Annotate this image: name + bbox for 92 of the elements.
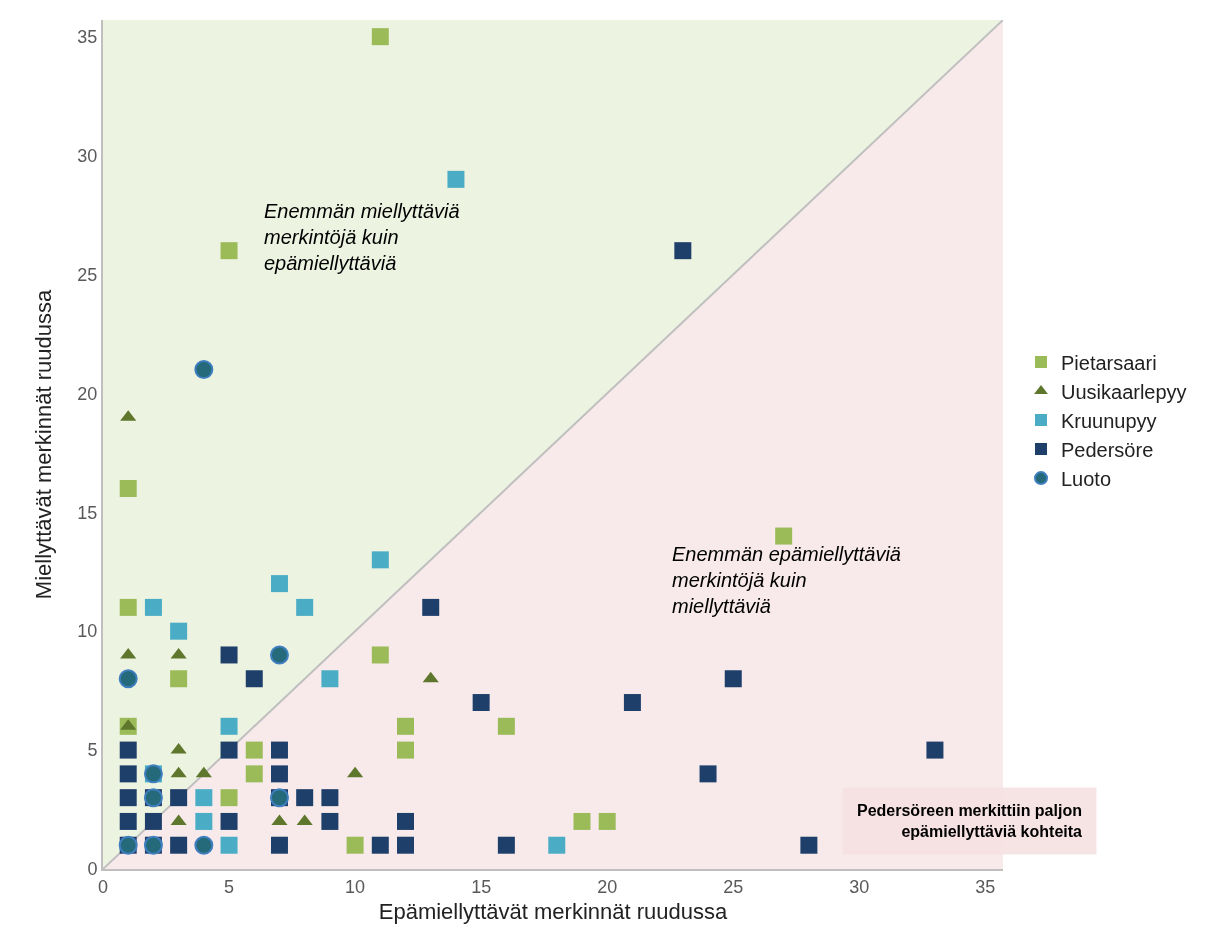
annotation: Enemmän epämiellyttäviä merkintöjä kuin miellyttäviä (672, 543, 901, 617)
point (170, 789, 188, 807)
point (422, 671, 439, 683)
point (270, 836, 288, 854)
y-tick-label: 20 (77, 383, 98, 404)
point (800, 836, 818, 854)
point (220, 741, 238, 759)
point (422, 598, 440, 616)
x-tick-label: 35 (975, 876, 996, 897)
point (194, 835, 214, 855)
point (775, 527, 793, 545)
point (724, 670, 742, 688)
point (170, 622, 188, 640)
x-tick-label: 10 (345, 876, 366, 897)
point (119, 598, 137, 616)
point (220, 242, 238, 260)
point (296, 789, 314, 807)
point (397, 717, 415, 735)
point (674, 242, 692, 260)
point (220, 789, 238, 807)
point (120, 647, 137, 659)
x-axis-title: Epämiellyttävät merkinnät ruudussa (378, 899, 729, 924)
x-tick-label: 25 (723, 876, 744, 897)
point (623, 694, 641, 712)
point (270, 575, 288, 593)
point (346, 836, 364, 854)
legend-label: Luoto (1061, 467, 1112, 490)
point (195, 812, 213, 830)
point (397, 812, 415, 830)
point (195, 766, 212, 778)
point (170, 647, 187, 659)
x-tick-label: 20 (597, 876, 618, 897)
point (119, 812, 137, 830)
point (269, 645, 289, 665)
point (144, 812, 162, 830)
point (194, 360, 214, 380)
y-tick-label: 0 (87, 859, 98, 880)
point (397, 836, 415, 854)
point (119, 789, 137, 807)
point (118, 669, 138, 689)
point (926, 741, 944, 759)
y-tick-label: 15 (77, 502, 98, 523)
point (321, 670, 339, 688)
point (699, 765, 717, 783)
point (144, 598, 162, 616)
point (220, 646, 238, 664)
annotation: Enemmän miellyttäviä merkintöjä kuin epämiellyttäviä (264, 200, 460, 274)
point (447, 170, 465, 188)
point (296, 598, 314, 616)
point (220, 812, 238, 830)
point (170, 836, 188, 854)
point (497, 717, 515, 735)
point (371, 551, 389, 569)
point (220, 717, 238, 735)
y-tick-label: 30 (77, 145, 98, 166)
point (321, 812, 339, 830)
point (397, 741, 415, 759)
legend-label: Uusikaarlepyy (1061, 380, 1187, 403)
y-tick-label: 25 (77, 264, 98, 285)
y-tick-label: 10 (77, 621, 98, 642)
point (598, 812, 616, 830)
point (371, 646, 389, 664)
point (497, 836, 515, 854)
point (119, 765, 137, 783)
point (245, 670, 263, 688)
y-tick-label: 35 (77, 26, 98, 47)
legend-label: Pietarsaari (1061, 351, 1157, 374)
x-tick-label: 30 (849, 876, 870, 897)
x-tick-label: 15 (471, 876, 492, 897)
point (245, 741, 263, 759)
point (270, 741, 288, 759)
point (170, 766, 187, 778)
point (119, 480, 137, 497)
point (245, 765, 263, 783)
point (347, 766, 364, 778)
annotation: Pedersöreen merkittiin paljon epämiellyttäviä kohteita (857, 802, 1083, 840)
point (119, 741, 137, 759)
point (548, 836, 566, 854)
legend-label: Kruunupyy (1061, 409, 1157, 432)
point (195, 789, 213, 807)
point (371, 28, 389, 46)
point (270, 765, 288, 783)
x-tick-label: 5 (224, 876, 235, 897)
point (220, 836, 238, 854)
point (371, 836, 389, 854)
point (573, 812, 591, 830)
y-tick-label: 5 (87, 740, 98, 761)
point (170, 670, 188, 688)
point (321, 789, 339, 807)
legend-label: Pedersöre (1061, 438, 1154, 461)
point (472, 694, 490, 712)
y-axis-title: Miellyttävät merkinnät ruudussa (30, 289, 56, 600)
